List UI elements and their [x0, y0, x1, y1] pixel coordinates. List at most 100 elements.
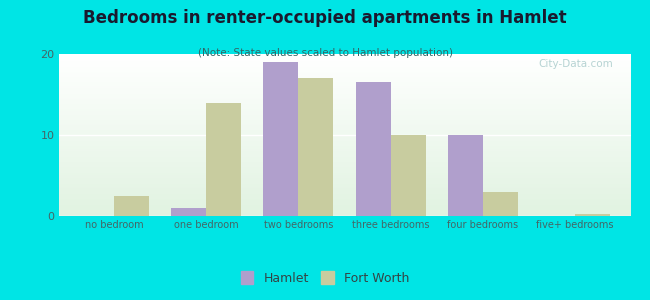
Bar — [483, 192, 518, 216]
Bar — [58, 148, 630, 149]
Bar — [58, 142, 630, 143]
Bar — [58, 172, 630, 173]
Bar — [58, 171, 630, 172]
Bar — [58, 165, 630, 166]
Bar — [58, 98, 630, 99]
Bar — [58, 132, 630, 133]
Bar — [58, 122, 630, 123]
Bar — [58, 101, 630, 102]
Bar — [58, 107, 630, 108]
Bar — [58, 86, 630, 87]
Bar — [58, 82, 630, 83]
Bar — [58, 189, 630, 190]
Bar — [58, 117, 630, 118]
Bar — [58, 153, 630, 154]
Bar — [58, 133, 630, 134]
Bar — [58, 84, 630, 85]
Bar — [58, 163, 630, 164]
Bar — [58, 140, 630, 141]
Bar — [58, 214, 630, 215]
Bar — [58, 208, 630, 209]
Bar — [114, 196, 149, 216]
Bar — [58, 160, 630, 161]
Bar — [58, 71, 630, 72]
Bar — [58, 188, 630, 189]
Bar — [58, 175, 630, 176]
Bar — [58, 105, 630, 106]
Bar — [58, 87, 630, 88]
Bar — [58, 78, 630, 79]
Bar — [58, 110, 630, 111]
Bar — [58, 54, 630, 55]
Bar — [58, 85, 630, 86]
Bar — [58, 201, 630, 202]
Bar — [58, 80, 630, 81]
Bar — [58, 155, 630, 156]
Bar — [58, 55, 630, 56]
Bar — [58, 62, 630, 63]
Bar — [58, 103, 630, 104]
Bar — [58, 191, 630, 192]
Bar — [58, 200, 630, 201]
Bar — [58, 114, 630, 115]
Bar — [58, 75, 630, 76]
Bar — [58, 113, 630, 114]
Bar — [58, 115, 630, 116]
Bar — [58, 108, 630, 109]
Bar — [58, 106, 630, 107]
Bar — [58, 83, 630, 84]
Bar — [58, 72, 630, 73]
Bar — [58, 94, 630, 95]
Bar — [58, 215, 630, 216]
Text: (Note: State values scaled to Hamlet population): (Note: State values scaled to Hamlet pop… — [198, 48, 452, 58]
Bar — [58, 173, 630, 174]
Bar — [58, 176, 630, 177]
Bar — [58, 65, 630, 66]
Bar — [58, 210, 630, 211]
Bar — [58, 159, 630, 160]
Bar — [58, 193, 630, 194]
Bar — [298, 78, 333, 216]
Bar — [58, 179, 630, 180]
Bar — [58, 170, 630, 171]
Bar — [58, 128, 630, 129]
Bar — [263, 62, 298, 216]
Bar — [58, 121, 630, 122]
Bar — [58, 90, 630, 91]
Bar — [58, 57, 630, 58]
Bar — [58, 120, 630, 121]
Bar — [58, 79, 630, 80]
Bar — [58, 137, 630, 138]
Bar — [58, 111, 630, 112]
Bar — [58, 100, 630, 101]
Bar — [58, 66, 630, 67]
Bar — [391, 135, 426, 216]
Bar — [58, 74, 630, 75]
Bar — [58, 92, 630, 93]
Bar — [58, 123, 630, 124]
Bar — [58, 185, 630, 186]
Bar — [58, 187, 630, 188]
Bar — [58, 126, 630, 127]
Bar — [58, 131, 630, 132]
Bar — [58, 104, 630, 105]
Bar — [58, 158, 630, 159]
Bar — [58, 168, 630, 169]
Bar — [58, 207, 630, 208]
Bar — [58, 161, 630, 162]
Bar — [58, 56, 630, 57]
Bar — [58, 135, 630, 136]
Bar — [58, 206, 630, 207]
Bar — [58, 156, 630, 157]
Bar — [171, 208, 206, 216]
Bar — [58, 58, 630, 59]
Bar — [575, 214, 610, 216]
Bar — [58, 136, 630, 137]
Text: Bedrooms in renter-occupied apartments in Hamlet: Bedrooms in renter-occupied apartments i… — [83, 9, 567, 27]
Bar — [58, 95, 630, 96]
Bar — [58, 209, 630, 210]
Bar — [58, 190, 630, 191]
Bar — [58, 67, 630, 68]
Bar — [58, 152, 630, 153]
Bar — [58, 205, 630, 206]
